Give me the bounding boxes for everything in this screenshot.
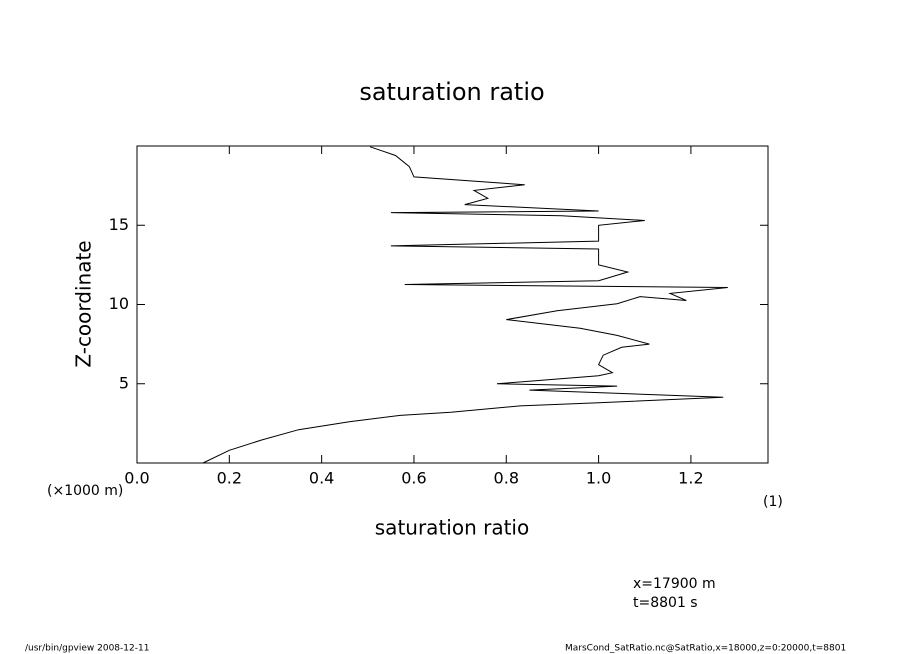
x-tick-label: 1.0 [586,469,611,488]
x-tick-label: 0.8 [494,469,519,488]
annotation: x=17900 m [633,576,716,592]
chart-title: saturation ratio [359,78,544,106]
y-tick-label: 5 [119,373,129,392]
y-axis-label: Z-coordinate [72,240,96,367]
y-tick-label: 15 [109,215,129,234]
x-axis-label: saturation ratio [375,516,529,540]
x-tick-label: 0.0 [124,469,149,488]
profile-line [202,146,728,464]
y-tick-label: 10 [109,294,129,313]
y-unit: (×1000 m) [47,483,123,499]
footer: MarsCond_SatRatio.nc@SatRatio,x=18000,z=… [565,644,846,654]
annotation: t=8801 s [633,595,698,611]
x-unit: (1) [763,494,783,510]
x-tick-label: 1.2 [678,469,703,488]
x-tick-label: 0.4 [309,469,334,488]
footer: /usr/bin/gpview 2008-12-11 [25,644,149,654]
x-tick-label: 0.6 [401,469,426,488]
x-tick-label: 0.2 [217,469,242,488]
